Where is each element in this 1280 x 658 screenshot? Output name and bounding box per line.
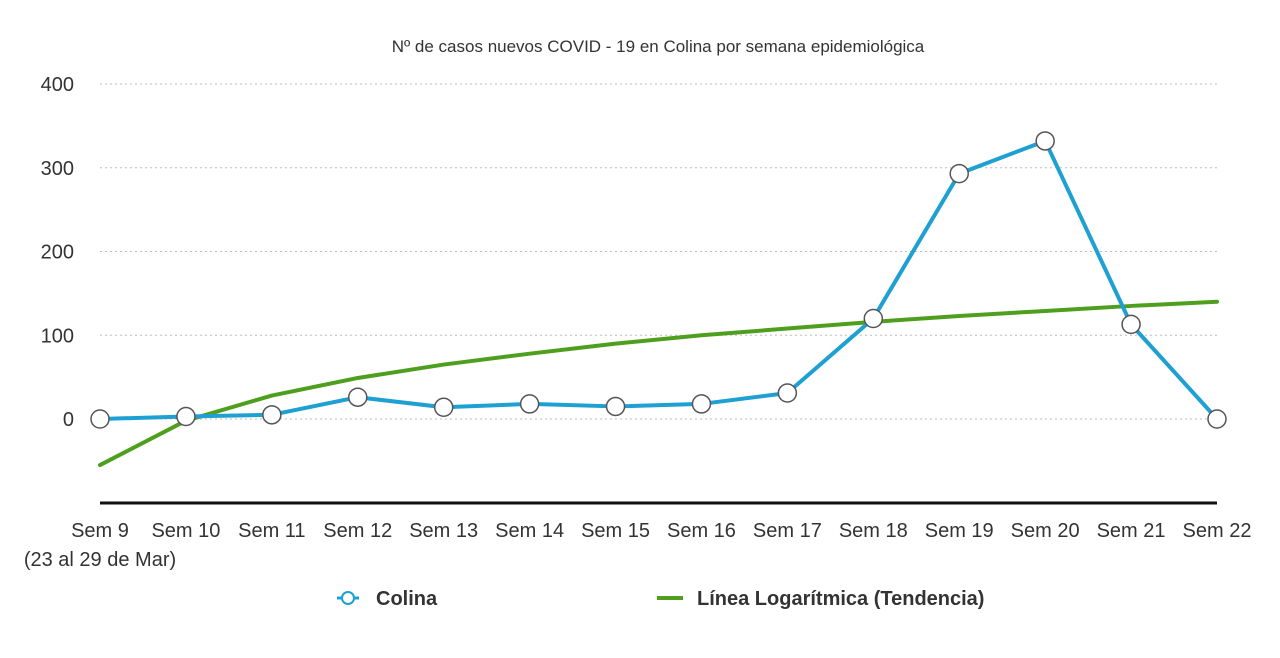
x-tick-label: Sem 13 bbox=[409, 520, 478, 542]
legend-item-trend: Línea Logarítmica (Tendencia) bbox=[657, 588, 984, 610]
legend-trend-label: Línea Logarítmica (Tendencia) bbox=[697, 588, 984, 610]
data-point-marker bbox=[519, 394, 540, 414]
data-point-marker bbox=[863, 308, 884, 329]
legend-item-colina: Colina bbox=[337, 588, 438, 610]
x-tick-label: Sem 21 bbox=[1097, 520, 1166, 542]
data-point-marker bbox=[777, 383, 798, 403]
x-tick-label: Sem 12 bbox=[323, 520, 392, 542]
x-tick-label: Sem 19 bbox=[925, 520, 994, 542]
series-layer bbox=[90, 131, 1227, 468]
x-tick-label: Sem 10 bbox=[151, 520, 220, 542]
chart-title: Nº de casos nuevos COVID - 19 en Colina … bbox=[392, 37, 925, 56]
x-tick-label: Sem 14 bbox=[495, 520, 564, 542]
legend: Colina Línea Logarítmica (Tendencia) bbox=[337, 588, 984, 610]
x-tick-label: Sem 22 bbox=[1183, 520, 1252, 542]
data-point-marker bbox=[176, 406, 196, 427]
data-point-marker bbox=[1207, 409, 1227, 429]
legend-colina-marker-icon bbox=[341, 591, 355, 605]
y-tick-label: 0 bbox=[63, 409, 74, 431]
series-colina-line bbox=[99, 138, 1219, 421]
y-tick-label: 300 bbox=[41, 158, 74, 180]
x-axis-ticks: (23 al 29 de Mar) Sem 9 Sem 10 Sem 11 Sem 1… bbox=[24, 520, 1252, 571]
x-tick-label: Sem 20 bbox=[1011, 520, 1080, 542]
x-tick-label: Sem 11 bbox=[238, 520, 305, 542]
data-point-marker bbox=[949, 163, 969, 184]
data-point-marker bbox=[348, 387, 368, 407]
x-tick-label: Sem 17 bbox=[753, 520, 822, 542]
y-axis-ticks: 400 300 200 100 0 bbox=[41, 74, 74, 431]
x-tick-label: Sem 16 bbox=[667, 520, 736, 542]
y-tick-label: 400 bbox=[41, 74, 74, 96]
data-point-marker bbox=[433, 397, 454, 418]
data-point-marker bbox=[691, 394, 712, 414]
x-tick-label: Sem 9 bbox=[71, 520, 129, 542]
x-tick-label: Sem 18 bbox=[839, 520, 908, 542]
data-point-marker bbox=[1121, 314, 1141, 335]
legend-colina-label: Colina bbox=[376, 588, 438, 610]
y-tick-label: 100 bbox=[41, 325, 74, 347]
gridlines bbox=[100, 83, 1217, 420]
data-point-marker bbox=[605, 396, 626, 417]
x-tick-sublabel: (23 al 29 de Mar) bbox=[24, 549, 176, 571]
data-point-marker bbox=[262, 405, 282, 425]
data-point-marker bbox=[90, 409, 110, 429]
data-point-marker bbox=[1035, 131, 1055, 151]
series-trend-line bbox=[98, 299, 1219, 468]
y-tick-label: 200 bbox=[41, 242, 74, 264]
x-tick-label: Sem 15 bbox=[581, 520, 650, 542]
